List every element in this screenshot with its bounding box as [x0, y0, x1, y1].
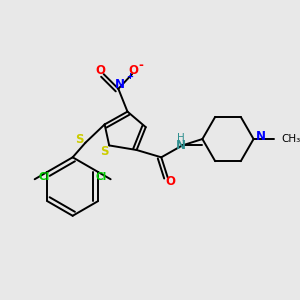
Text: N: N: [176, 139, 185, 152]
Text: N: N: [115, 78, 125, 91]
Text: N: N: [256, 130, 266, 143]
Text: Cl: Cl: [38, 172, 50, 182]
Text: O: O: [165, 176, 176, 188]
Text: S: S: [75, 134, 83, 146]
Text: CH₃: CH₃: [281, 134, 300, 144]
Text: -: -: [139, 58, 144, 71]
Text: O: O: [95, 64, 105, 77]
Text: +: +: [126, 73, 133, 82]
Text: S: S: [100, 145, 109, 158]
Text: Cl: Cl: [96, 172, 107, 182]
Text: O: O: [129, 64, 139, 77]
Text: H: H: [177, 133, 184, 143]
